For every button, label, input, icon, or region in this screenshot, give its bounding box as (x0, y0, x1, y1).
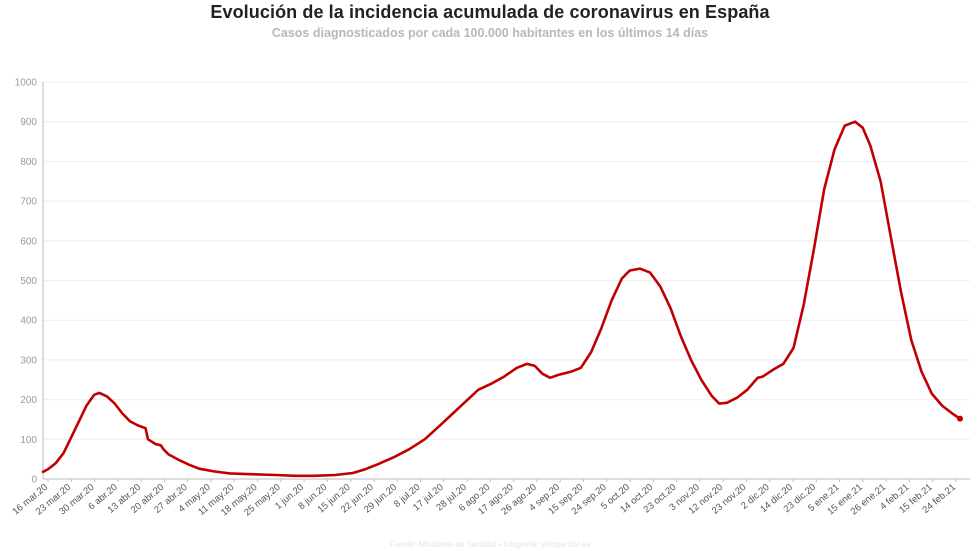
y-tick-label: 800 (20, 157, 37, 168)
y-tick-label: 700 (20, 197, 37, 208)
chart-title: Evolución de la incidencia acumulada de … (210, 2, 770, 22)
y-tick-label: 500 (20, 276, 37, 287)
series-layer (41, 120, 963, 478)
gridlines (43, 81, 970, 440)
y-tick-label: 100 (20, 435, 37, 446)
axes (42, 82, 970, 480)
y-tick-label: 900 (20, 117, 37, 128)
y-tick-label: 600 (20, 236, 37, 247)
y-tick-label: 1000 (15, 78, 38, 89)
incidence-series-line (41, 120, 962, 478)
y-tick-label: 200 (20, 395, 37, 406)
y-tick-label: 300 (20, 355, 37, 366)
y-tick-label: 0 (31, 475, 37, 486)
series-end-marker (957, 415, 963, 422)
y-axis-ticks: 0 100 200 300 400 500 600 700 800 900 1000 (15, 78, 38, 486)
chart-subtitle: Casos diagnosticados por cada 100.000 ha… (271, 26, 709, 40)
source-footer: Fuente: Ministerio de Sanidad • Infograf… (389, 540, 591, 549)
y-tick-label: 400 (20, 316, 37, 327)
